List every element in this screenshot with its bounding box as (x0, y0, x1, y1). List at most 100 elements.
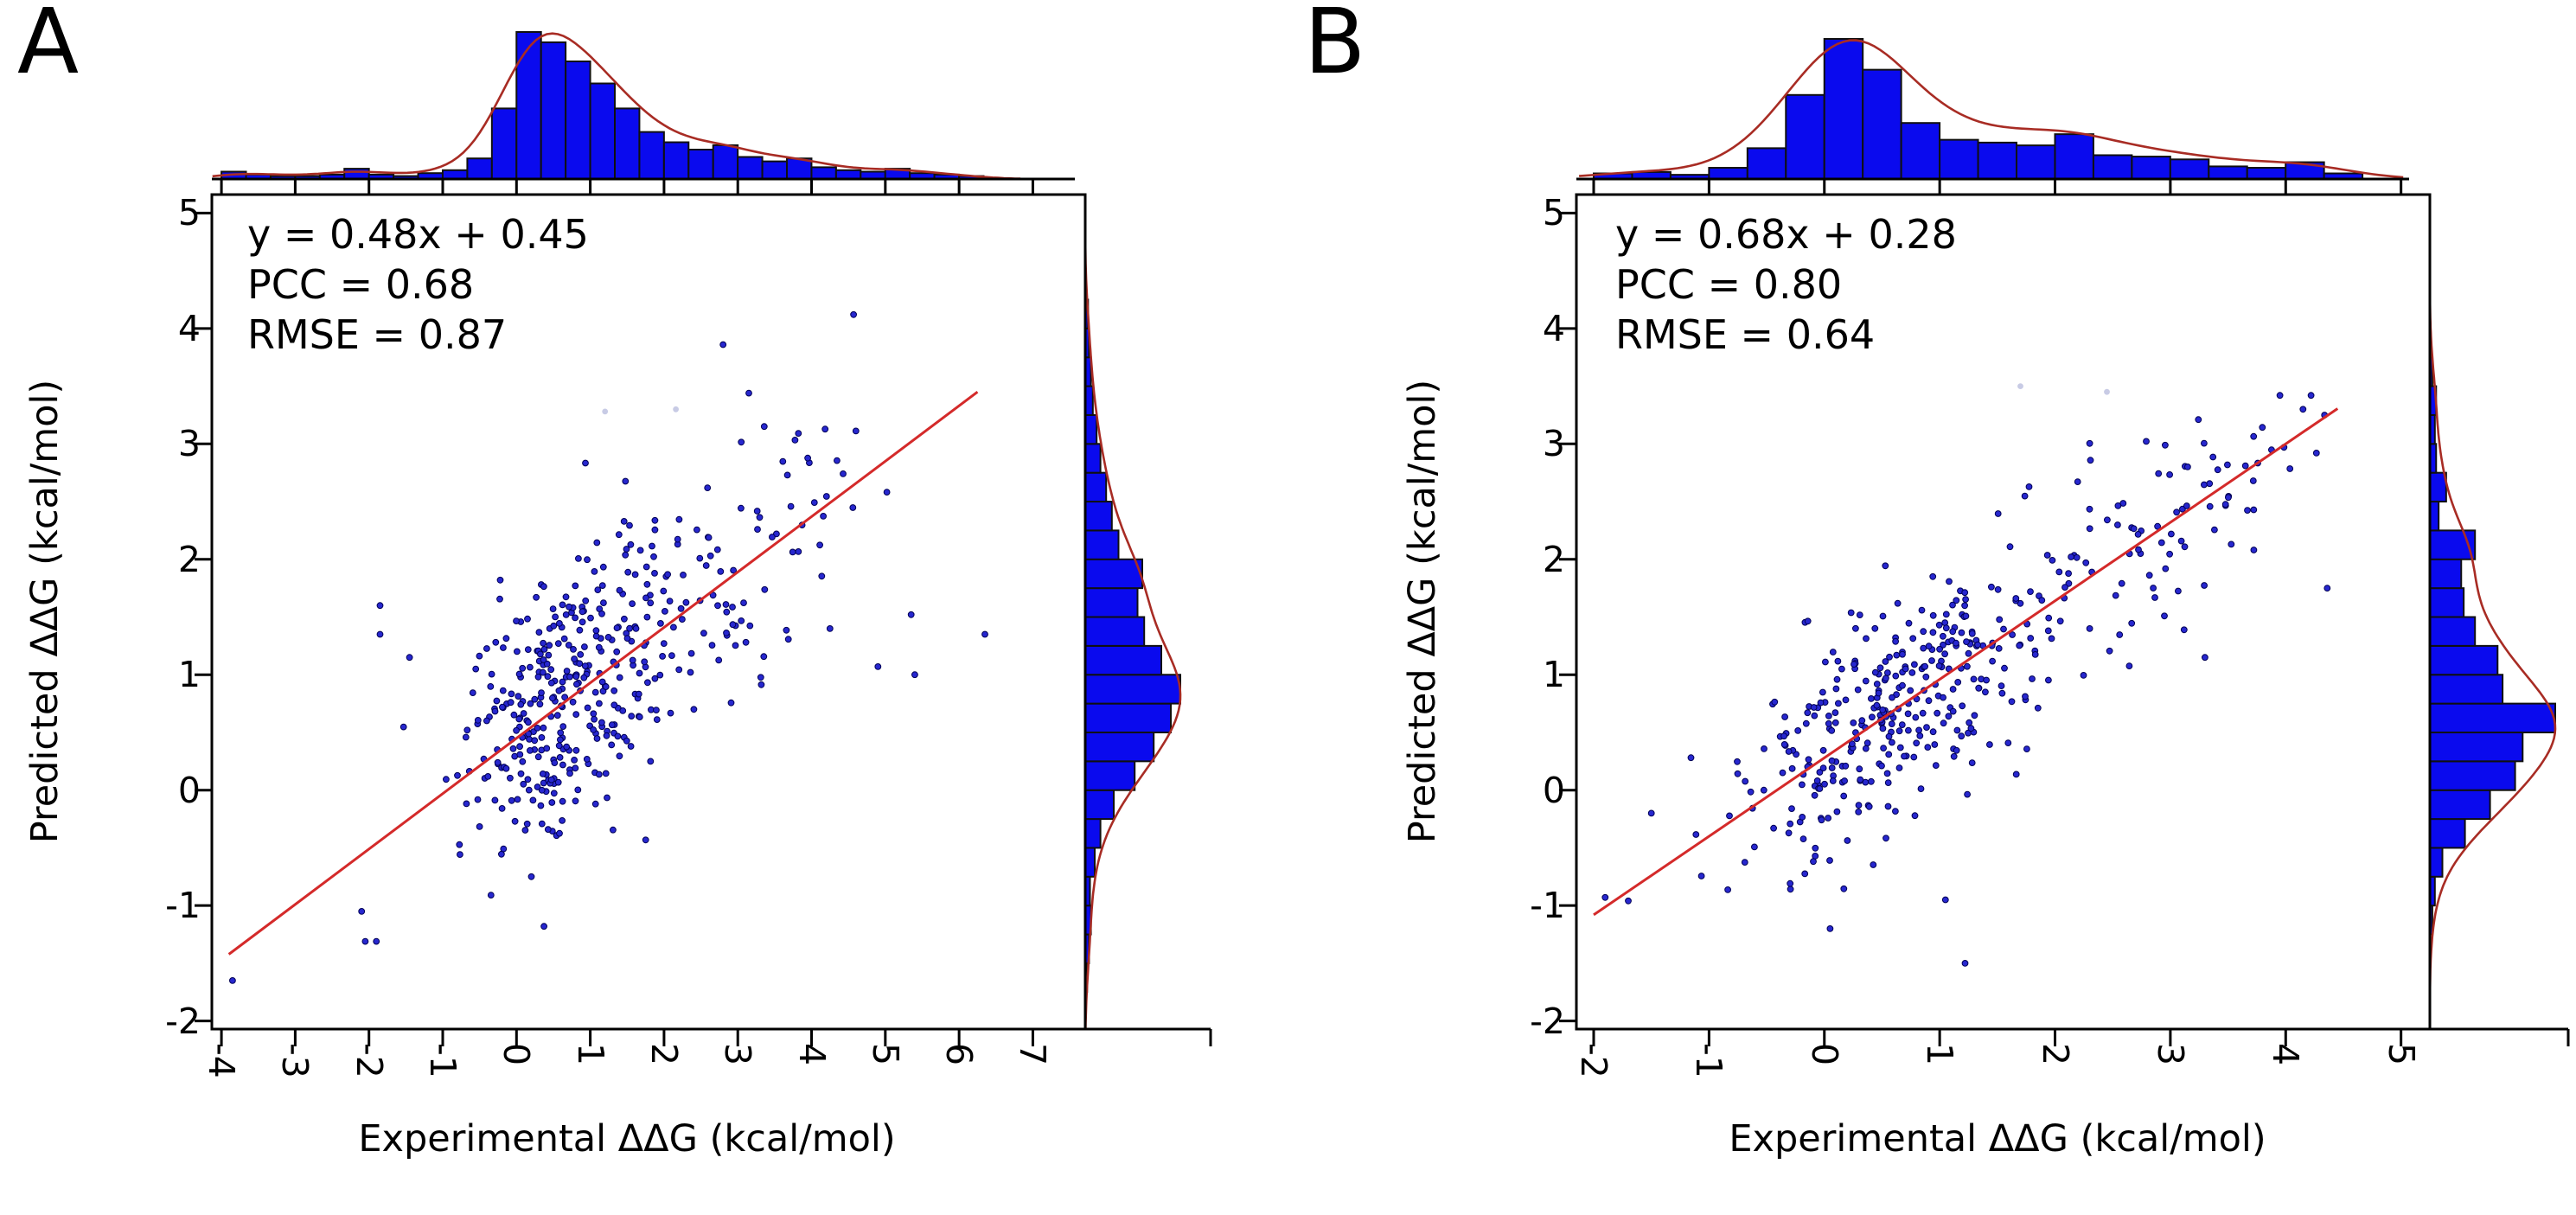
scatter-dot (502, 635, 510, 643)
scatter-dot (571, 655, 578, 662)
scatter-dot (1892, 637, 1900, 645)
scatter-dot (2038, 597, 2046, 604)
scatter-dot (1828, 727, 1836, 734)
scatter-dot (527, 873, 535, 880)
scatter-dot (677, 604, 685, 612)
right-hist-bar (1084, 616, 1146, 647)
scatter-dot (1924, 744, 1932, 751)
scatter-dot (525, 719, 532, 726)
panel-b-annotation: y = 0.68x + 0.28 PCC = 0.80 RMSE = 0.64 (1615, 209, 1957, 360)
scatter-dot (1935, 662, 1943, 669)
scatter-dot (2249, 477, 2257, 484)
scatter-dot (2224, 461, 2231, 469)
scatter-dot (1868, 777, 1875, 785)
scatter-dot (2250, 506, 2258, 514)
top-hist-bar (466, 157, 493, 180)
scatter-dot (624, 568, 632, 576)
right-hist-bar (2429, 789, 2491, 821)
scatter-dot (852, 427, 860, 435)
scatter-dot (789, 548, 796, 556)
scatter-dot (487, 892, 495, 898)
scatter-dot (1949, 601, 1956, 609)
scatter-dot (1804, 617, 1812, 625)
scatter-dot (590, 726, 597, 733)
scatter-dot (1825, 719, 1832, 727)
scatter-dot (1911, 661, 1918, 668)
scatter-dot (2027, 635, 2035, 642)
scatter-dot (493, 697, 501, 705)
scatter-dot (543, 745, 551, 752)
x-tick-label: 1 (1919, 1043, 1961, 1066)
scatter-dot (675, 515, 683, 523)
scatter-dot (1831, 709, 1839, 716)
scatter-dot (582, 597, 590, 604)
scatter-dot (1916, 732, 1924, 739)
scatter-dot (2086, 505, 2093, 513)
top-hist-bar (1746, 147, 1787, 180)
scatter-dot (2225, 494, 2232, 502)
scatter-dot (623, 546, 630, 553)
scatter-dot (1899, 681, 1906, 689)
scatter-dot (569, 698, 577, 706)
scatter-dot (746, 622, 754, 630)
scatter-dot (2086, 625, 2093, 632)
scatter-dot (682, 598, 690, 606)
scatter-dot (572, 746, 580, 754)
scatter-dot (705, 534, 713, 541)
scatter-dot (1953, 746, 1960, 754)
scatter-dot (540, 583, 547, 591)
scatter-dot (474, 796, 482, 803)
scatter-dot (2214, 466, 2221, 474)
scatter-dot (1958, 629, 1966, 636)
scatter-dot (603, 732, 610, 739)
scatter-dot (1988, 583, 1995, 591)
right-hist-bar (1084, 471, 1108, 503)
scatter-dot (1785, 829, 1793, 837)
scatter-dot (566, 770, 573, 777)
scatter-dot (667, 709, 674, 717)
scatter-dot (2056, 617, 2064, 625)
scatter-dot (1882, 562, 1889, 570)
scatter-dot (620, 518, 628, 525)
scatter-dot (1883, 770, 1891, 777)
scatter-dot (524, 776, 532, 783)
x-tick-label: 0 (1803, 1043, 1845, 1066)
scatter-dot (1942, 611, 1950, 618)
scatter-dot (1851, 661, 1857, 668)
scatter-dot (2044, 627, 2052, 635)
scatter-dot (2134, 531, 2142, 538)
scatter-dot (1902, 665, 1909, 673)
scatter-dot (552, 613, 559, 621)
scatter-dot (1875, 689, 1882, 697)
top-hist-bar (589, 82, 616, 180)
scatter-dot (533, 593, 540, 601)
panel-a-xaxis-label: Experimental ΔΔG (kcal/mol) (358, 1117, 896, 1161)
scatter-dot (1840, 792, 1848, 800)
scatter-dot (519, 758, 527, 765)
scatter-dot (566, 603, 572, 611)
scatter-dot (644, 679, 651, 687)
x-tick-label: 6 (938, 1043, 981, 1066)
scatter-dot (2201, 481, 2208, 489)
top-hist-bar (1939, 138, 1979, 180)
scatter-dot (536, 700, 544, 708)
scatter-dot (2209, 453, 2217, 461)
scatter-dot (2021, 492, 2029, 500)
top-hist-bar (712, 144, 739, 180)
right-hist-bar (2429, 731, 2524, 763)
scatter-dot (2221, 501, 2229, 508)
scatter-dot (631, 571, 639, 579)
scatter-dot (1975, 684, 1983, 692)
scatter-dot (1812, 844, 1819, 852)
panel-b-letter: B (1304, 0, 1366, 94)
scatter-dot (1834, 657, 1842, 665)
right-hist-bar (2429, 587, 2465, 618)
scatter-dot (507, 699, 515, 707)
scatter-dot-outlier (745, 389, 752, 397)
scatter-dot (643, 580, 651, 588)
scatter-dot (632, 625, 640, 632)
scatter-dot (670, 623, 677, 631)
scatter-dot (531, 695, 539, 703)
scatter-dot (1888, 720, 1895, 727)
scatter-dot (483, 717, 490, 725)
